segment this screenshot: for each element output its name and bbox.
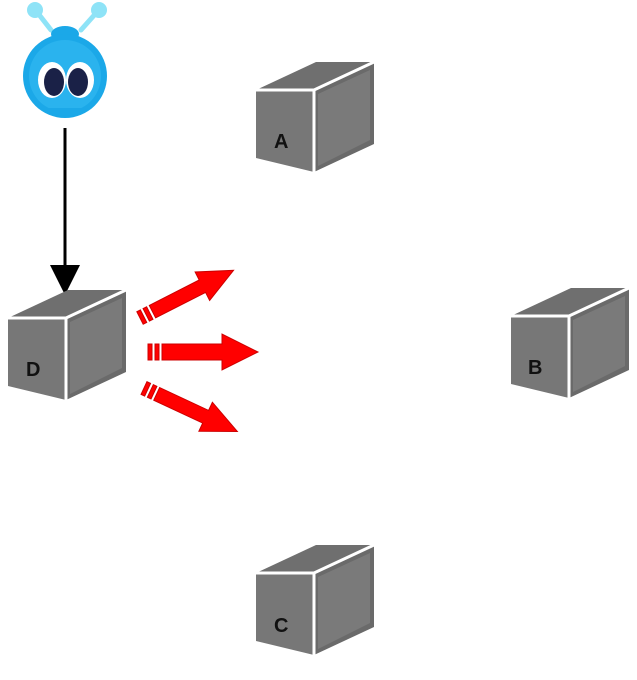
node-d-label: D bbox=[26, 359, 40, 381]
node-b[interactable]: B bbox=[509, 286, 631, 400]
node-c[interactable]: C bbox=[254, 543, 376, 657]
red-arrow-up bbox=[136, 269, 235, 325]
red-arrow-middle bbox=[147, 333, 260, 371]
node-c-label: C bbox=[274, 615, 288, 637]
node-b-label: B bbox=[528, 357, 542, 379]
broadcast-arrows bbox=[136, 269, 260, 433]
node-d[interactable]: D bbox=[6, 288, 128, 402]
node-a-label: A bbox=[274, 131, 288, 153]
red-arrow-down bbox=[140, 380, 239, 433]
alien-agent-icon bbox=[23, 2, 107, 118]
node-a[interactable]: A bbox=[254, 60, 376, 174]
